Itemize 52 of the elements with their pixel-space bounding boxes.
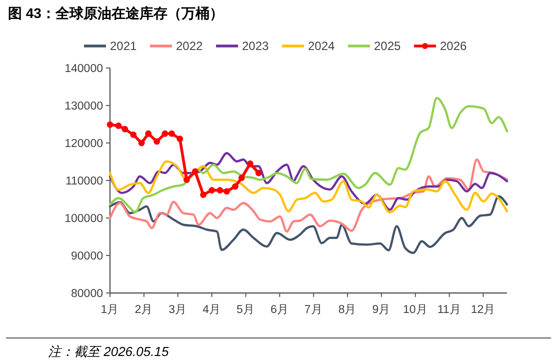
point [183,176,190,183]
point [192,168,198,175]
point [162,130,168,137]
point [238,174,245,182]
y-tick-label: 90000 [71,250,103,263]
legend-label: 2023 [242,39,270,53]
x-tick-label: 6月 [270,303,289,316]
line-series [108,152,508,211]
point [122,126,128,132]
x-tick-label: 11月 [437,303,462,316]
legend-label: 2024 [308,39,336,53]
legend-label: 2021 [110,39,138,53]
y-tick-label: 140000 [64,63,103,76]
text: 注：截至 2026.05.15 [48,344,170,359]
x-tick-label: 10月 [402,303,428,316]
point [145,130,152,137]
x-tick-label: 7月 [304,303,323,316]
y-tick-label: 130000 [64,100,103,113]
legend-label: 2025 [374,39,402,53]
line-series [108,96,508,214]
line-series [108,195,508,254]
y-tick-label: 110000 [65,176,103,188]
point [138,140,145,146]
x-tick-label: 3月 [168,303,188,316]
point [115,122,122,129]
point [232,183,238,190]
x-tick-label: 8月 [338,303,357,316]
line-series [108,158,508,233]
x-tick-label: 12月 [470,303,496,316]
x-tick-label: 4月 [202,303,221,316]
point [216,187,224,194]
x-tick-label: 2月 [134,303,154,316]
y-tick-label: 100000 [64,213,103,226]
y-tick-label: 120000 [64,138,103,150]
x-tick-label: 1月 [100,303,120,316]
point [224,188,230,195]
point [255,170,262,176]
y-tick-label: 80000 [71,288,103,300]
point [176,136,184,142]
point [168,130,175,137]
point [246,160,254,167]
x-tick-label: 9月 [372,303,391,316]
point [154,138,160,145]
legend-label: 2022 [176,39,204,53]
point [106,121,114,128]
point [200,192,207,198]
x-tick-label: 5月 [236,303,255,316]
point [208,187,215,194]
point [130,132,137,138]
legend-label: 2026 [440,39,468,53]
chart-title: 图 43：全球原油在途库存（万桶） [8,5,224,21]
line-series [108,160,508,214]
